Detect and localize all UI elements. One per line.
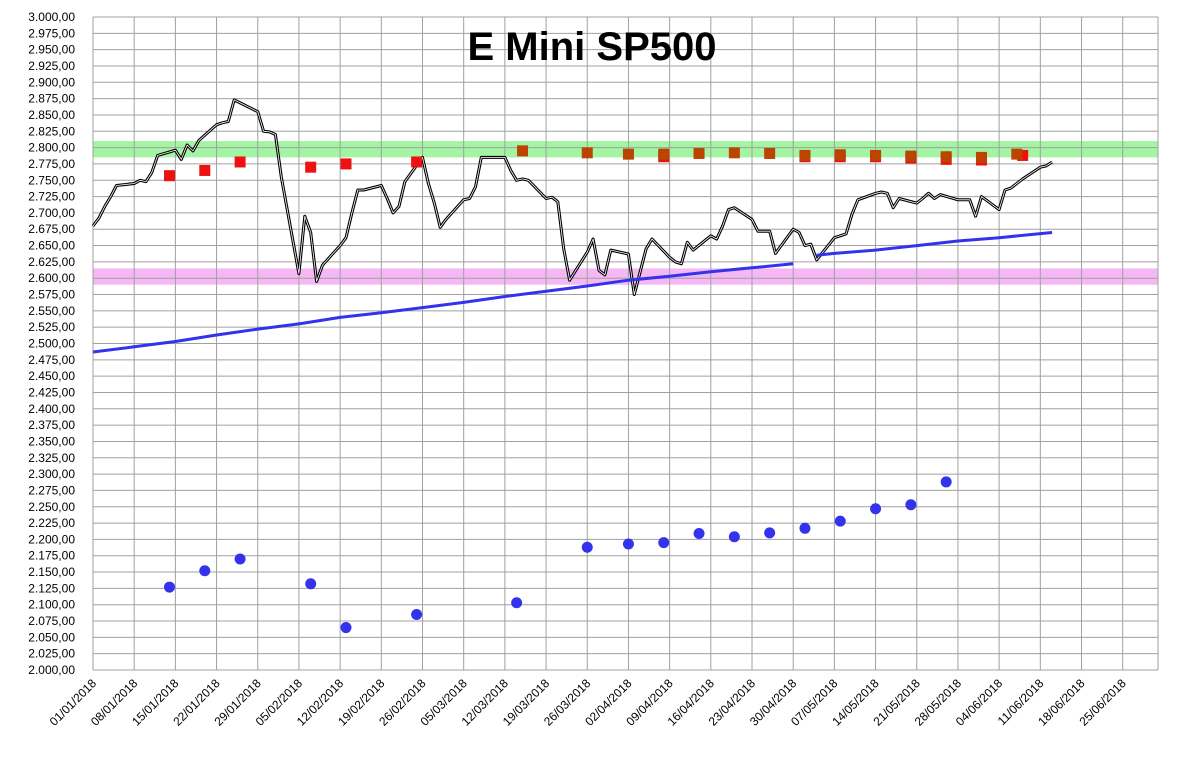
y-tick-label: 2.025,00 [28, 647, 75, 661]
square-marker [581, 147, 593, 159]
y-tick-label: 2.000,00 [28, 663, 75, 677]
y-tick-label: 2.075,00 [28, 614, 75, 628]
data-series [91, 98, 1053, 634]
circle-marker [728, 531, 740, 543]
square-marker [658, 148, 670, 160]
y-tick-label: 2.100,00 [28, 598, 75, 612]
y-tick-label: 2.700,00 [28, 206, 75, 220]
y-tick-label: 2.250,00 [28, 500, 75, 514]
y-tick-label: 2.725,00 [28, 190, 75, 204]
square-marker [234, 156, 246, 168]
square-marker [905, 150, 917, 162]
square-marker [1017, 149, 1029, 161]
circle-marker [234, 553, 246, 565]
square-marker [799, 149, 811, 161]
square-marker [163, 170, 175, 182]
circle-marker [622, 538, 634, 550]
y-tick-label: 2.675,00 [28, 222, 75, 236]
y-tick-label: 2.650,00 [28, 239, 75, 253]
grid-lines [92, 16, 1159, 671]
y-tick-label: 2.850,00 [28, 108, 75, 122]
square-marker [975, 151, 987, 163]
y-tick-label: 2.275,00 [28, 483, 75, 497]
y-tick-label: 2.475,00 [28, 353, 75, 367]
circle-marker [411, 608, 423, 620]
y-tick-label: 2.125,00 [28, 581, 75, 595]
series-line-3 [816, 231, 1053, 257]
square-marker [622, 148, 634, 160]
square-marker [411, 156, 423, 168]
square-marker [940, 151, 952, 163]
circle-marker [870, 503, 882, 515]
square-marker [199, 164, 211, 176]
y-tick-label: 2.550,00 [28, 304, 75, 318]
y-tick-label: 2.325,00 [28, 451, 75, 465]
square-marker [728, 147, 740, 159]
square-marker [305, 161, 317, 173]
y-tick-label: 2.300,00 [28, 467, 75, 481]
y-tick-label: 2.500,00 [28, 337, 75, 351]
y-tick-label: 2.575,00 [28, 288, 75, 302]
y-tick-label: 2.800,00 [28, 141, 75, 155]
band-2 [93, 268, 1158, 285]
circle-marker [340, 622, 352, 634]
circle-marker [199, 565, 211, 577]
chart-title: E Mini SP500 [468, 25, 717, 69]
y-tick-label: 2.950,00 [28, 43, 75, 57]
square-marker [1011, 148, 1023, 160]
y-tick-label: 2.900,00 [28, 75, 75, 89]
y-tick-label: 2.225,00 [28, 516, 75, 530]
circle-marker [581, 541, 593, 553]
y-tick-label: 2.875,00 [28, 92, 75, 106]
y-tick-label: 2.400,00 [28, 402, 75, 416]
square-marker [340, 158, 352, 170]
y-tick-label: 2.750,00 [28, 173, 75, 187]
y-tick-label: 2.600,00 [28, 271, 75, 285]
y-tick-label: 2.350,00 [28, 434, 75, 448]
y-tick-label: 2.200,00 [28, 532, 75, 546]
circle-marker [163, 581, 175, 593]
y-tick-label: 2.450,00 [28, 369, 75, 383]
square-marker [517, 145, 529, 157]
y-tick-label: 2.825,00 [28, 124, 75, 138]
square-marker [834, 149, 846, 161]
square-marker [870, 149, 882, 161]
circle-marker [834, 515, 846, 527]
square-marker [764, 147, 776, 159]
y-axis-tick-labels: 2.000,00 2.025,00 2.050,00 2.075,00 2.100,00… [28, 10, 75, 677]
y-tick-label: 3.000,00 [28, 10, 75, 24]
square-marker [693, 147, 705, 159]
y-tick-label: 2.775,00 [28, 157, 75, 171]
y-tick-label: 2.425,00 [28, 385, 75, 399]
series-line-highlight [92, 99, 1053, 295]
circle-marker [799, 522, 811, 534]
circle-marker [764, 527, 776, 539]
y-tick-label: 2.150,00 [28, 565, 75, 579]
series-line-2 [92, 262, 794, 354]
circle-marker [305, 578, 317, 590]
circle-marker [905, 499, 917, 511]
circle-marker [658, 537, 670, 549]
y-tick-label: 2.625,00 [28, 255, 75, 269]
y-tick-label: 2.525,00 [28, 320, 75, 334]
y-tick-label: 2.925,00 [28, 59, 75, 73]
y-tick-label: 2.975,00 [28, 26, 75, 40]
circle-marker [693, 528, 705, 540]
y-tick-label: 2.375,00 [28, 418, 75, 432]
circle-marker [511, 597, 523, 609]
y-tick-label: 2.050,00 [28, 630, 75, 644]
circle-marker [940, 476, 952, 488]
y-tick-label: 2.175,00 [28, 549, 75, 563]
